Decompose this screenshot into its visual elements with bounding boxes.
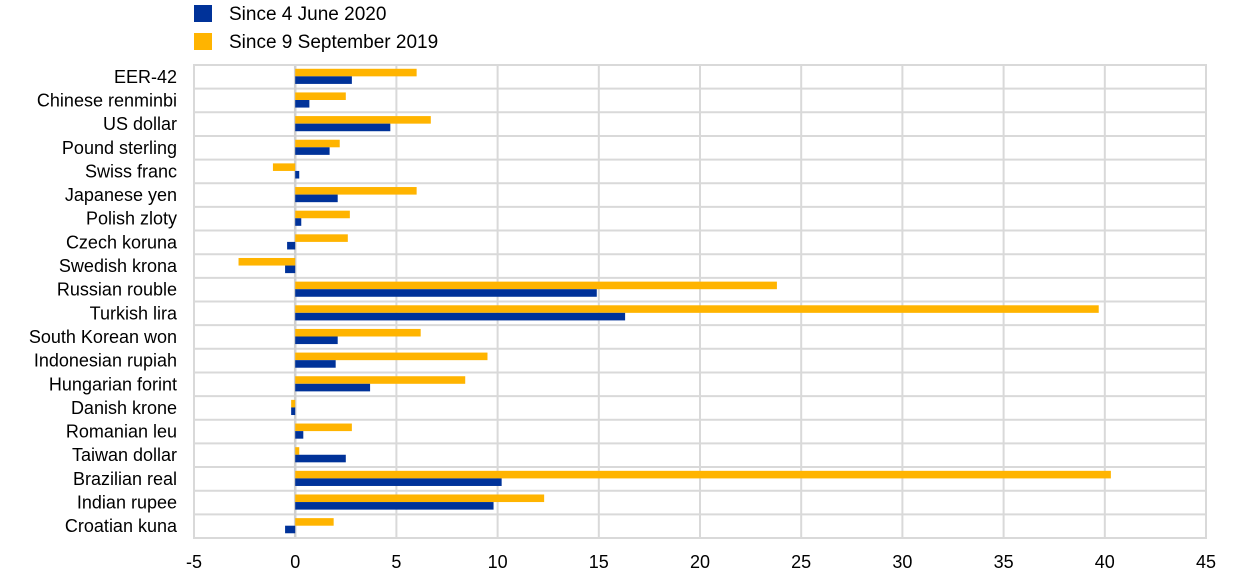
plot-frame <box>193 64 1207 539</box>
bar-since-9-september-2019 <box>295 447 300 455</box>
bar-since-9-september-2019 <box>295 116 431 124</box>
bar-since-9-september-2019 <box>295 494 545 503</box>
category-label: Romanian leu <box>66 422 177 442</box>
category-label: South Korean won <box>29 327 177 347</box>
bar-since-4-june-2020 <box>295 76 352 84</box>
x-tick-label: 15 <box>589 552 609 572</box>
bar-since-9-september-2019 <box>295 423 352 432</box>
legend-label-1: Since 4 June 2020 <box>229 4 386 25</box>
bar-since-4-june-2020 <box>285 265 296 274</box>
bar-since-4-june-2020 <box>285 525 296 534</box>
legend-label-2: Since 9 September 2019 <box>229 32 438 53</box>
bar-since-9-september-2019 <box>295 305 1099 313</box>
bar-since-9-september-2019 <box>295 376 466 384</box>
bars <box>238 68 1111 534</box>
category-label: Hungarian forint <box>49 374 177 394</box>
x-axis-tick-labels: -5 0 5 10 15 20 25 30 35 40 45 <box>186 552 1216 572</box>
category-label: Swedish krona <box>59 256 178 276</box>
category-label: Russian rouble <box>57 280 177 300</box>
bar-since-4-june-2020 <box>295 360 336 368</box>
x-tick-label: 30 <box>892 552 912 572</box>
bar-since-4-june-2020 <box>295 454 346 463</box>
bar-since-9-september-2019 <box>291 399 296 408</box>
bar-since-9-september-2019 <box>295 470 1111 479</box>
category-label: Japanese yen <box>65 185 177 205</box>
bar-since-4-june-2020 <box>295 123 391 132</box>
bar-since-9-september-2019 <box>295 210 350 219</box>
bar-since-4-june-2020 <box>291 407 296 416</box>
bar-since-9-september-2019 <box>272 163 296 171</box>
x-tick-label: 20 <box>690 552 710 572</box>
gridlines <box>193 65 1207 538</box>
bar-since-4-june-2020 <box>295 218 302 226</box>
bar-since-4-june-2020 <box>295 383 371 392</box>
bar-since-4-june-2020 <box>295 170 300 179</box>
bar-since-4-june-2020 <box>295 502 494 510</box>
category-label: US dollar <box>103 114 177 134</box>
bar-since-9-september-2019 <box>295 139 340 148</box>
category-label: Chinese renminbi <box>37 90 177 110</box>
category-label: Brazilian real <box>73 469 177 489</box>
x-tick-label: 25 <box>791 552 811 572</box>
bar-since-9-september-2019 <box>295 352 488 361</box>
bar-since-4-june-2020 <box>295 194 338 203</box>
category-label: Polish zloty <box>86 209 177 229</box>
bar-since-4-june-2020 <box>287 241 296 250</box>
category-label: Croatian kuna <box>65 516 178 536</box>
category-label: Swiss franc <box>85 161 177 181</box>
category-label: Indian rupee <box>77 493 177 513</box>
category-label: Indonesian rupiah <box>34 351 177 371</box>
category-label: Turkish lira <box>90 303 178 323</box>
x-tick-label: 0 <box>290 552 300 572</box>
bar-since-9-september-2019 <box>295 234 348 242</box>
legend-swatch-2 <box>194 33 212 50</box>
x-tick-label: 45 <box>1196 552 1216 572</box>
bar-since-9-september-2019 <box>238 257 296 266</box>
x-tick-label: -5 <box>186 552 202 572</box>
bar-since-9-september-2019 <box>295 281 777 290</box>
bar-since-4-june-2020 <box>295 431 304 439</box>
category-label: Taiwan dollar <box>72 445 177 465</box>
bar-since-9-september-2019 <box>295 518 334 526</box>
bar-since-9-september-2019 <box>295 187 417 195</box>
bar-since-9-september-2019 <box>295 68 417 77</box>
bar-since-4-june-2020 <box>295 147 330 155</box>
bar-since-4-june-2020 <box>295 312 626 321</box>
bar-since-4-june-2020 <box>295 336 338 345</box>
category-label: Czech koruna <box>66 232 178 252</box>
x-tick-label: 35 <box>994 552 1014 572</box>
plot-area-border <box>193 64 1207 539</box>
legend: Since 4 June 2020 Since 9 September 2019 <box>194 4 438 53</box>
bar-since-4-june-2020 <box>295 289 597 297</box>
x-tick-label: 10 <box>488 552 508 572</box>
x-tick-label: 40 <box>1095 552 1115 572</box>
bar-since-9-september-2019 <box>295 328 421 337</box>
bar-since-9-september-2019 <box>295 92 346 100</box>
bar-since-4-june-2020 <box>295 100 310 108</box>
bar-since-4-june-2020 <box>295 478 502 486</box>
category-label: Danish krone <box>71 398 177 418</box>
legend-swatch-1 <box>194 5 212 22</box>
category-label: Pound sterling <box>62 138 177 158</box>
category-labels: EER-42 Chinese renminbi US dollar Pound ste… <box>29 67 178 536</box>
x-tick-label: 5 <box>391 552 401 572</box>
category-label: EER-42 <box>114 67 177 87</box>
